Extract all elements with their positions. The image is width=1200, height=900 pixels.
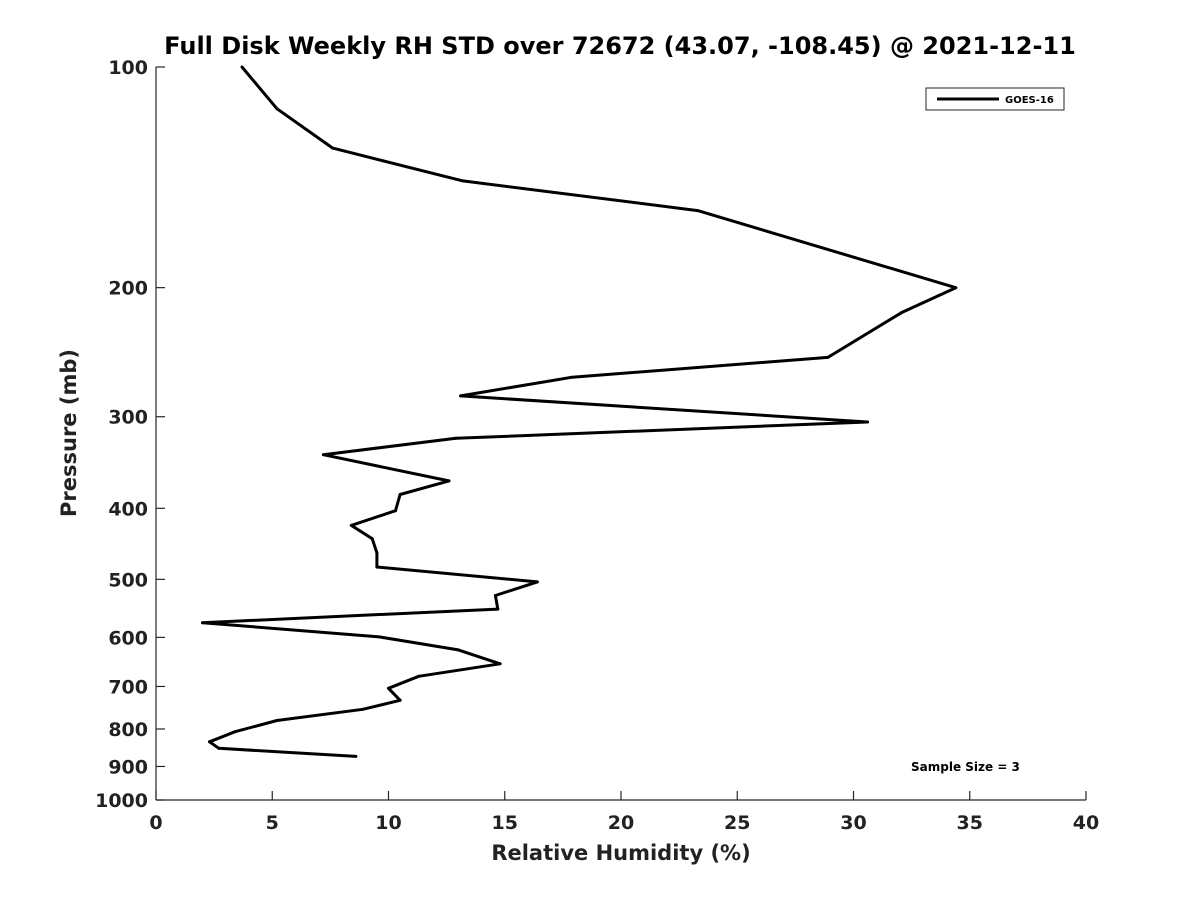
y-tick-label: 700 <box>108 676 148 698</box>
data-point <box>331 146 335 150</box>
y-tick-label: 100 <box>108 57 148 79</box>
data-point <box>447 479 451 483</box>
data-point <box>201 621 204 625</box>
data-point <box>570 375 574 379</box>
data-point <box>954 286 958 290</box>
data-point <box>275 107 279 111</box>
data-point <box>398 698 402 702</box>
data-point <box>417 674 421 678</box>
series-line-goes-16 <box>201 66 958 758</box>
x-tick-label: 10 <box>375 812 401 834</box>
y-tick-label: 300 <box>108 407 148 429</box>
data-point <box>826 355 830 359</box>
y-tick-label: 800 <box>108 719 148 741</box>
y-tick-label: 600 <box>108 627 148 649</box>
x-tick-label: 25 <box>724 812 750 834</box>
x-tick-label: 5 <box>266 812 279 834</box>
data-point <box>461 179 465 183</box>
series-points <box>201 65 958 758</box>
x-tick-label: 15 <box>492 812 518 834</box>
chart-title: Full Disk Weekly RH STD over 72672 (43.0… <box>164 32 1076 60</box>
data-point <box>387 686 390 690</box>
legend: GOES-16 <box>925 87 1065 111</box>
data-point <box>375 551 379 555</box>
data-point <box>375 565 379 569</box>
data-point <box>493 594 497 597</box>
x-tick-label: 20 <box>608 812 634 834</box>
x-tick-label: 40 <box>1073 812 1099 834</box>
data-point <box>377 635 381 639</box>
data-point <box>370 537 374 541</box>
data-point <box>361 707 365 711</box>
x-ticks: 0 5 10 15 20 25 30 35 40 <box>149 791 1099 834</box>
data-point <box>900 310 904 314</box>
data-point <box>696 209 700 213</box>
data-point <box>496 607 500 611</box>
data-point <box>275 719 279 722</box>
data-point <box>354 754 358 758</box>
data-point <box>233 730 237 734</box>
x-axis-label: Relative Humidity (%) <box>491 841 750 865</box>
y-tick-label: 400 <box>108 498 148 520</box>
y-ticks: 100 200 300 400 500 600 700 800 900 1000 <box>95 57 165 812</box>
legend-label: GOES-16 <box>1005 95 1054 106</box>
y-axis-label: Pressure (mb) <box>57 349 81 517</box>
data-point <box>866 420 869 424</box>
data-point <box>240 65 244 69</box>
data-point <box>459 394 463 398</box>
data-point <box>349 523 353 527</box>
y-tick-label: 900 <box>108 756 148 778</box>
data-point <box>398 493 402 496</box>
x-tick-label: 35 <box>957 812 983 834</box>
y-tick-label: 500 <box>108 569 148 591</box>
data-point <box>498 662 502 666</box>
sample-size-annotation: Sample Size = 3 <box>911 760 1020 774</box>
data-point <box>454 436 458 440</box>
y-tick-label: 1000 <box>95 790 148 812</box>
data-point <box>456 648 460 652</box>
x-tick-label: 30 <box>840 812 866 834</box>
data-point <box>321 453 325 457</box>
y-tick-label: 200 <box>108 278 148 300</box>
plot-axes <box>155 67 1086 801</box>
x-tick-label: 0 <box>149 812 162 834</box>
data-point <box>217 746 221 750</box>
data-point <box>208 740 211 744</box>
data-point <box>394 509 397 513</box>
data-point <box>535 580 539 584</box>
